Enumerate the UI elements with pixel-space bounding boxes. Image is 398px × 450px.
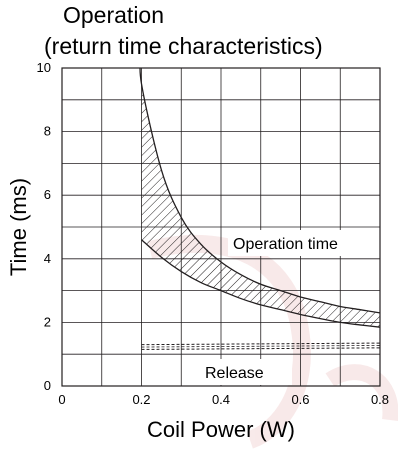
release-label-bg (200, 359, 292, 385)
y-tick-label: 6 (44, 187, 51, 202)
x-tick-label: 0 (58, 392, 65, 407)
x-tick-label: 0.2 (132, 392, 150, 407)
watermark (147, 234, 398, 449)
chart-title-line1: Operation (63, 2, 164, 28)
x-axis-label: Coil Power (W) (147, 417, 295, 442)
y-axis-label: Time (ms) (6, 178, 31, 276)
x-tick-label: 0.6 (291, 392, 309, 407)
operation-time-upper-line (139, 68, 380, 314)
x-tick-label: 0.4 (212, 392, 230, 407)
y-tick-label: 0 (44, 378, 51, 393)
x-tick-labels: 0 0.2 0.4 0.6 0.8 (58, 392, 389, 407)
y-tick-label: 8 (44, 124, 51, 139)
operation-time-label: Operation time (233, 236, 338, 253)
x-tick-label: 0.8 (371, 392, 389, 407)
plot-frame (61, 67, 381, 387)
y-tick-label: 10 (37, 60, 51, 75)
y-tick-labels: 0 2 4 6 8 10 (37, 60, 51, 393)
operation-time-lower-line (141, 239, 380, 328)
y-tick-label: 2 (44, 314, 51, 329)
grid (62, 68, 380, 386)
operation-label-bg (228, 230, 376, 256)
y-tick-label: 4 (44, 251, 51, 266)
release-label: Release (205, 365, 264, 382)
chart-title-line2: (return time characteristics) (44, 33, 323, 59)
operation-time-band (141, 83, 380, 328)
